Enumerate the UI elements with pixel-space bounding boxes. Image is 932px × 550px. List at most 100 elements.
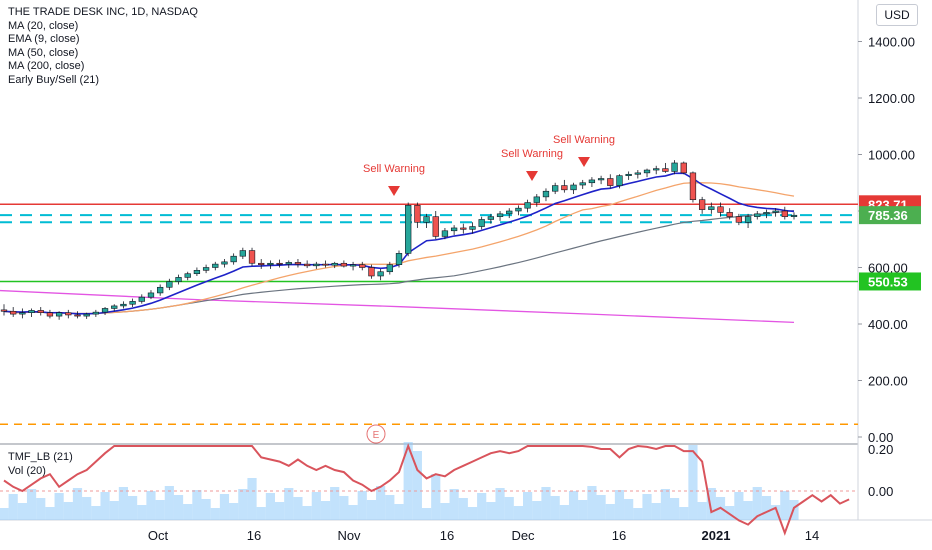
candle	[65, 309, 72, 319]
volume-bar	[605, 504, 615, 520]
candle	[744, 213, 752, 228]
sell-warning-arrow	[578, 157, 590, 167]
candle	[120, 301, 127, 309]
candle	[359, 261, 366, 271]
candle	[781, 206, 788, 220]
volume-bar	[669, 498, 680, 520]
volume-bar	[173, 495, 184, 520]
candle	[533, 194, 540, 207]
tmf-axis-label: 0.20	[868, 442, 893, 457]
candle	[515, 205, 522, 216]
x-tick-label: Nov	[337, 528, 361, 543]
candle	[423, 213, 430, 228]
candle	[294, 259, 302, 268]
volume-bar	[366, 500, 377, 520]
volume-bar	[504, 497, 514, 520]
candle	[101, 307, 109, 315]
volume-bar	[8, 494, 18, 520]
candle	[579, 179, 586, 189]
volume-bar	[146, 491, 156, 520]
candle	[671, 160, 678, 175]
x-tick-label: 14	[805, 528, 819, 543]
candle	[10, 307, 17, 317]
volume-bar	[421, 508, 432, 520]
candle	[772, 208, 779, 217]
candle	[212, 261, 219, 271]
volume-bar	[118, 487, 129, 520]
candle	[303, 260, 311, 269]
candle	[570, 182, 577, 195]
volume-bar	[541, 487, 551, 520]
ma20-line	[3, 182, 795, 315]
legend-tmf: TMF_LB (21)	[8, 451, 73, 463]
volume-bar	[293, 497, 303, 520]
legend-title: THE TRADE DESK INC, 1D, NASDAQ	[8, 6, 198, 18]
volume-bar	[109, 501, 119, 520]
volume-bar	[642, 494, 652, 520]
volume-bar	[91, 506, 101, 520]
volume-bar	[587, 486, 597, 520]
volume-bar	[54, 493, 64, 520]
volume-bar	[614, 490, 625, 520]
candle	[754, 211, 761, 220]
y-tick-label: 1400.00	[868, 35, 915, 50]
volume-bar	[330, 487, 340, 520]
sell-warning-label: Sell Warning	[553, 134, 615, 146]
candle	[331, 261, 338, 269]
candle	[698, 196, 706, 214]
candle	[469, 222, 476, 234]
legend-ma50: MA (50, close)	[8, 46, 79, 59]
candle	[55, 311, 63, 320]
candle	[561, 179, 568, 193]
volume-bar	[357, 491, 367, 520]
candle	[313, 261, 320, 269]
legend-ma20: MA (20, close)	[8, 19, 79, 32]
volume-bar	[247, 478, 257, 520]
sub-legend: TMF_LB (21) Vol (20)	[8, 451, 73, 478]
volume-bar	[624, 499, 634, 520]
currency-button[interactable]: USD	[876, 4, 918, 26]
volume-bar	[752, 487, 762, 520]
candle	[597, 175, 605, 185]
candle	[368, 264, 375, 279]
volume-bar	[45, 507, 55, 520]
candle	[726, 208, 733, 220]
support-price-label: 550.53	[868, 274, 908, 289]
volume-bar	[467, 507, 478, 520]
volume-bar	[320, 501, 331, 520]
volume-bar	[201, 499, 211, 520]
candle	[653, 165, 660, 175]
tmf-axis-label: 0.00	[868, 484, 893, 499]
volume-bar	[229, 503, 239, 520]
candle	[460, 223, 467, 234]
candle	[19, 308, 26, 319]
candle	[202, 264, 210, 274]
volume-bar	[596, 495, 606, 520]
volume-bar	[706, 488, 716, 520]
volume-bar	[495, 488, 505, 520]
sell-warning-arrow	[388, 186, 400, 196]
volume-bar	[302, 506, 312, 520]
candle	[662, 162, 669, 173]
candle	[28, 308, 35, 317]
x-tick-label: 16	[440, 528, 454, 543]
volume-bar	[486, 502, 496, 520]
volume-bar	[63, 502, 73, 520]
y-tick-label: 600.00	[868, 261, 908, 276]
candle	[322, 260, 329, 268]
candle	[267, 260, 274, 269]
ema9-line	[3, 172, 795, 315]
volume-bar	[274, 502, 285, 520]
candle	[230, 253, 237, 265]
candle	[478, 216, 485, 230]
volume-bar	[210, 508, 220, 520]
legend-ma200: MA (200, close)	[8, 60, 85, 73]
volume-bar	[403, 442, 413, 520]
legend-volume: Vol (20)	[8, 464, 46, 477]
volume-bar	[36, 498, 46, 520]
candle	[340, 260, 348, 268]
candle	[506, 208, 513, 219]
candle	[763, 209, 770, 219]
candle	[248, 247, 256, 267]
